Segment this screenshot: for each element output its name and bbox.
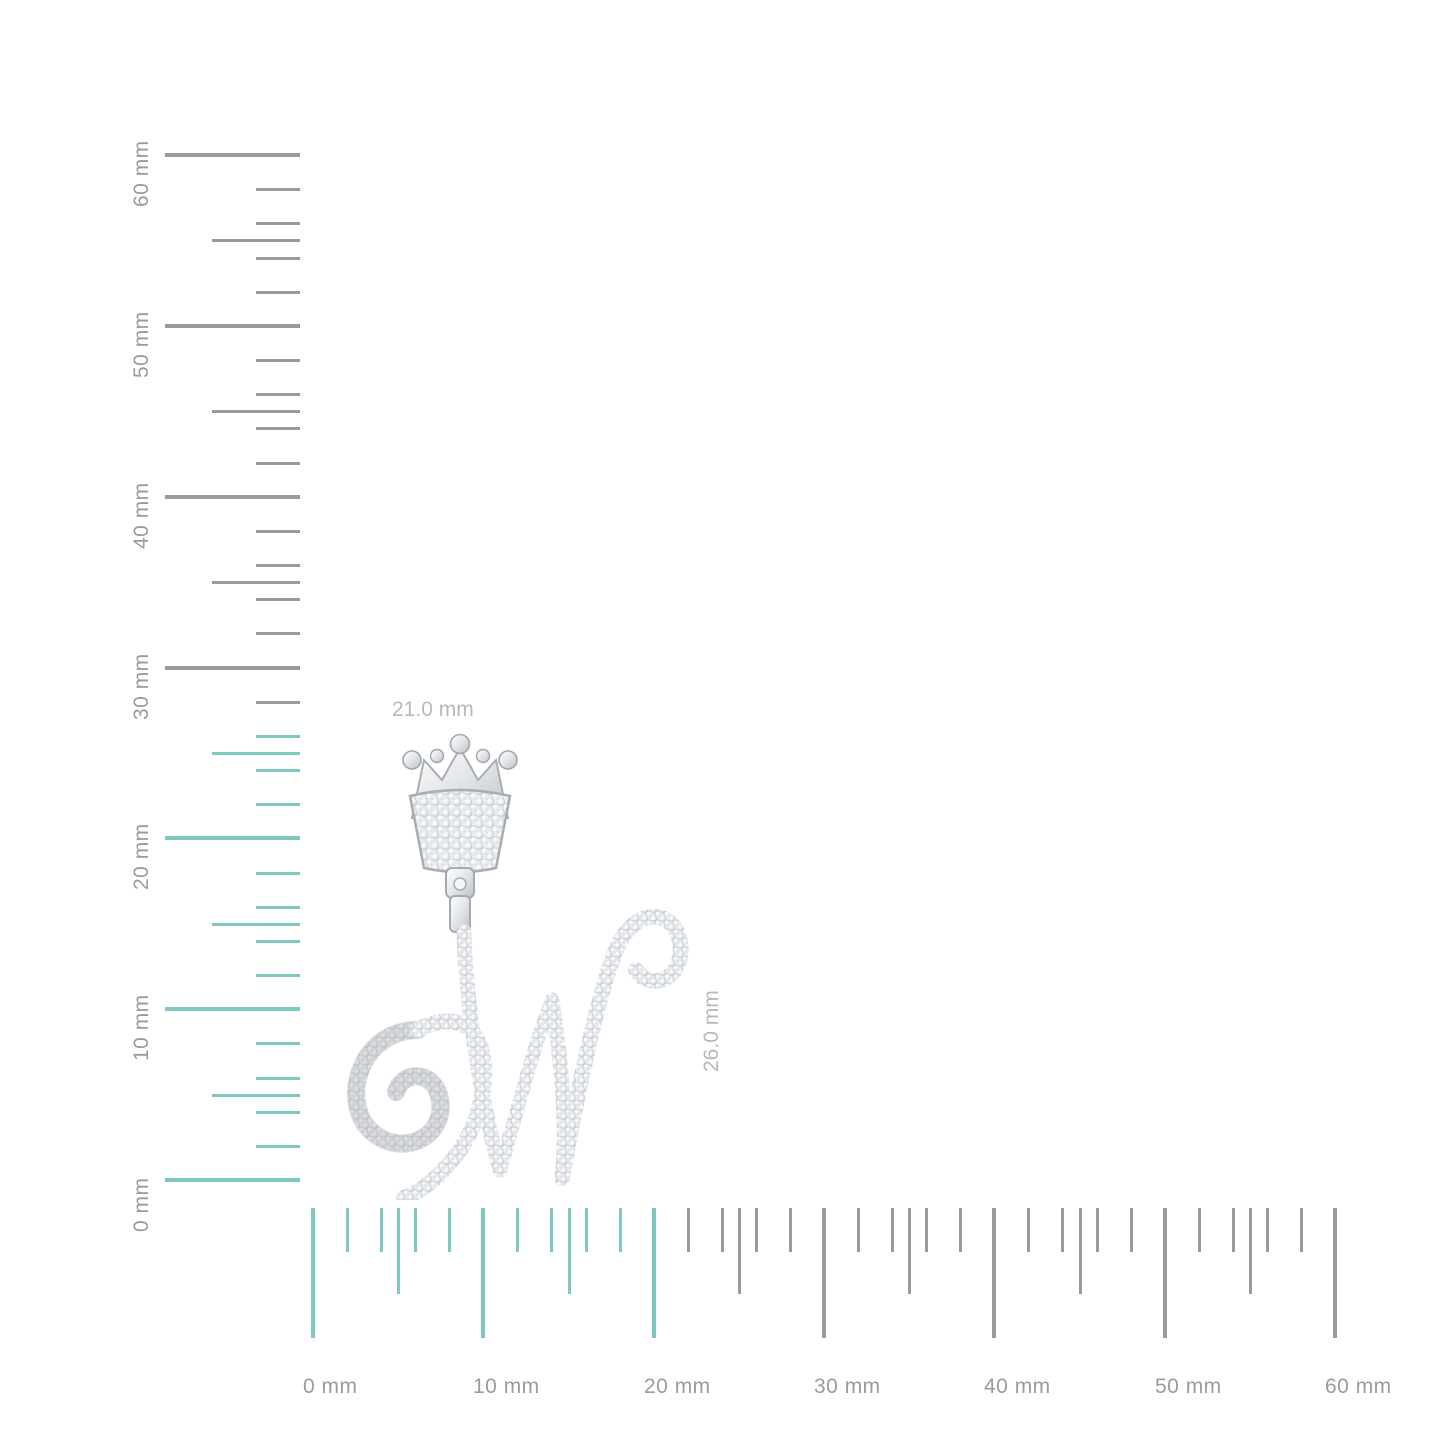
hruler-medium-tick: [1249, 1208, 1252, 1294]
vruler-minor-tick: [256, 735, 300, 738]
hruler-minor-tick: [380, 1208, 383, 1252]
hruler-medium-tick: [568, 1208, 571, 1294]
vruler-major-tick: [165, 1178, 300, 1182]
vruler-minor-tick: [256, 359, 300, 362]
vruler-major-tick: [165, 324, 300, 328]
hruler-minor-tick: [789, 1208, 792, 1252]
vruler-major-tick: [165, 153, 300, 157]
vruler-minor-tick: [256, 222, 300, 225]
hruler-minor-tick: [585, 1208, 588, 1252]
vruler-minor-tick: [256, 906, 300, 909]
vruler-minor-tick: [256, 598, 300, 601]
vruler-minor-tick: [256, 632, 300, 635]
hruler-minor-tick: [1232, 1208, 1235, 1252]
vruler-minor-tick: [256, 564, 300, 567]
vruler-minor-tick: [256, 701, 300, 704]
hruler-minor-tick: [619, 1208, 622, 1252]
vruler-major-tick: [165, 495, 300, 499]
hruler-minor-tick: [925, 1208, 928, 1252]
hruler-minor-tick: [1027, 1208, 1030, 1252]
hruler-minor-tick: [1061, 1208, 1064, 1252]
vruler-minor-tick: [256, 257, 300, 260]
hruler-major-tick: [311, 1208, 315, 1338]
vruler-medium-tick: [212, 752, 300, 755]
vruler-medium-tick: [212, 1094, 300, 1097]
hruler-major-tick: [1163, 1208, 1167, 1338]
vruler-minor-tick: [256, 393, 300, 396]
hruler-minor-tick: [687, 1208, 690, 1252]
hruler-medium-tick: [397, 1208, 400, 1294]
vruler-minor-tick: [256, 188, 300, 191]
vruler-minor-tick: [256, 769, 300, 772]
vruler-major-tick: [165, 1007, 300, 1011]
hruler-label: 10 mm: [473, 1375, 540, 1398]
pendant-illustration: [300, 700, 720, 1206]
vruler-major-tick: [165, 666, 300, 670]
hruler-label: 60 mm: [1325, 1375, 1392, 1398]
hruler-minor-tick: [891, 1208, 894, 1252]
width-dimension-label: 21.0 mm: [392, 698, 474, 721]
hruler-minor-tick: [516, 1208, 519, 1252]
vruler-minor-tick: [256, 940, 300, 943]
hruler-minor-tick: [414, 1208, 417, 1252]
hruler-medium-tick: [908, 1208, 911, 1294]
vruler-minor-tick: [256, 1111, 300, 1114]
vruler-label: 60 mm: [130, 140, 153, 207]
hruler-label: 20 mm: [644, 1375, 711, 1398]
hruler-minor-tick: [550, 1208, 553, 1252]
vruler-medium-tick: [212, 239, 300, 242]
hruler-label: 40 mm: [984, 1375, 1051, 1398]
vruler-minor-tick: [256, 427, 300, 430]
vruler-minor-tick: [256, 1145, 300, 1148]
vruler-medium-tick: [212, 410, 300, 413]
hruler-minor-tick: [448, 1208, 451, 1252]
vruler-major-tick: [165, 836, 300, 840]
hruler-minor-tick: [1130, 1208, 1133, 1252]
hruler-label: 30 mm: [814, 1375, 881, 1398]
vruler-minor-tick: [256, 1042, 300, 1045]
hruler-minor-tick: [1266, 1208, 1269, 1252]
hruler-major-tick: [1333, 1208, 1337, 1338]
vruler-minor-tick: [256, 872, 300, 875]
hruler-medium-tick: [1079, 1208, 1082, 1294]
hruler-minor-tick: [1198, 1208, 1201, 1252]
hruler-minor-tick: [857, 1208, 860, 1252]
hruler-label: 50 mm: [1155, 1375, 1222, 1398]
vruler-label: 10 mm: [130, 994, 153, 1061]
hruler-label: 0 mm: [303, 1375, 358, 1398]
hruler-minor-tick: [1096, 1208, 1099, 1252]
hruler-major-tick: [992, 1208, 996, 1338]
hruler-minor-tick: [959, 1208, 962, 1252]
vruler-label: 40 mm: [130, 482, 153, 549]
hruler-major-tick: [481, 1208, 485, 1338]
vruler-medium-tick: [212, 923, 300, 926]
hruler-minor-tick: [346, 1208, 349, 1252]
vruler-minor-tick: [256, 462, 300, 465]
vruler-medium-tick: [212, 581, 300, 584]
vruler-minor-tick: [256, 291, 300, 294]
vruler-minor-tick: [256, 1077, 300, 1080]
vruler-label: 0 mm: [130, 1177, 153, 1233]
hruler-major-tick: [822, 1208, 826, 1338]
hruler-minor-tick: [1300, 1208, 1303, 1252]
vruler-label: 30 mm: [130, 653, 153, 720]
vruler-label: 50 mm: [130, 311, 153, 378]
vruler-minor-tick: [256, 530, 300, 533]
hruler-minor-tick: [755, 1208, 758, 1252]
letter-w-script: [347, 908, 689, 1206]
vruler-minor-tick: [256, 803, 300, 806]
hruler-minor-tick: [721, 1208, 724, 1252]
crown-motif: [402, 733, 518, 933]
vruler-label: 20 mm: [130, 823, 153, 890]
hruler-major-tick: [652, 1208, 656, 1338]
hruler-medium-tick: [738, 1208, 741, 1294]
vruler-minor-tick: [256, 974, 300, 977]
